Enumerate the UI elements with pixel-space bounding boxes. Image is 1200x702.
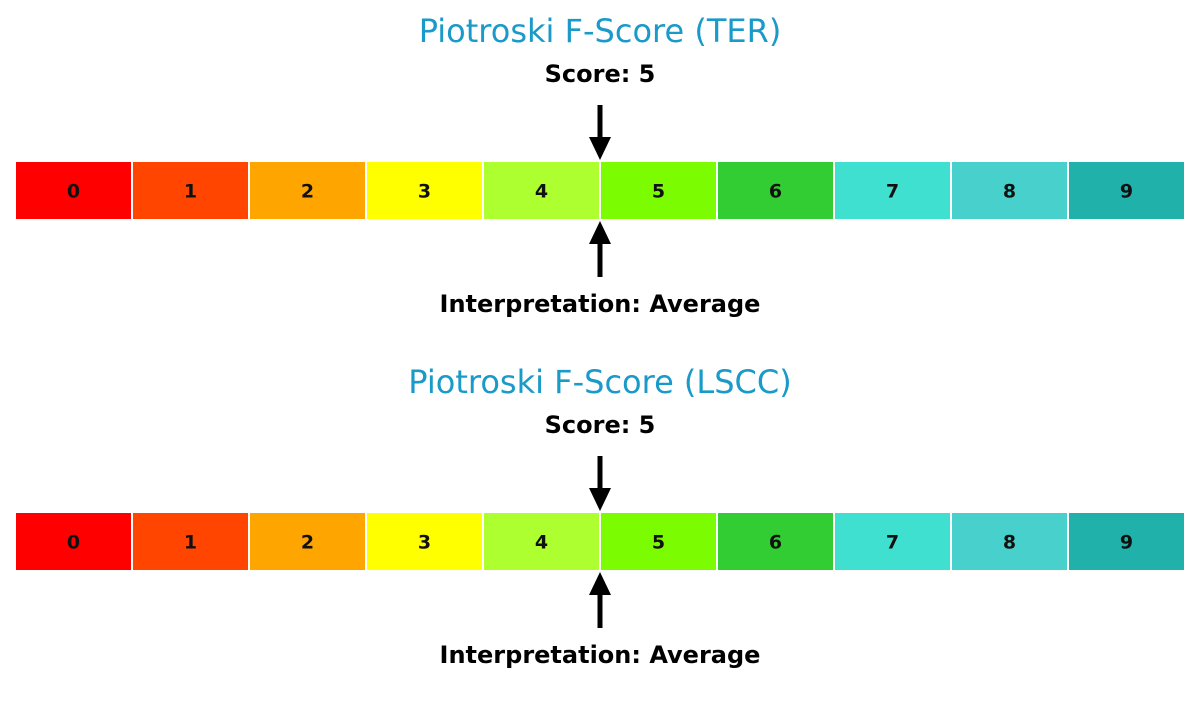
score-cell-0 [14, 511, 133, 572]
score-cell-7 [833, 160, 952, 221]
score-arrow-up-head [589, 572, 611, 595]
score-cell-2 [248, 160, 367, 221]
score-cell-1 [131, 511, 250, 572]
score-cell-7 [833, 511, 952, 572]
score-arrow-down-head [589, 137, 611, 160]
interpretation-label: Interpretation: Average [440, 641, 761, 669]
score-panel-lscc: Piotroski F-Score (LSCC) Score: 5 0 1 2 3 4 5… [14, 363, 1186, 669]
score-cell-9 [1067, 511, 1186, 572]
score-cell-5 [599, 160, 718, 221]
score-cell-8 [950, 511, 1069, 572]
score-arrow-down-head [589, 488, 611, 511]
score-cell-label: 3 [418, 181, 431, 203]
score-cell-8 [950, 160, 1069, 221]
score-arrows [589, 105, 611, 277]
score-label: Score: 5 [545, 411, 656, 439]
score-label: Score: 5 [545, 60, 656, 88]
score-cell-label: 0 [67, 181, 80, 203]
score-arrows [589, 456, 611, 628]
score-cell-label: 1 [184, 181, 197, 203]
score-cell-label: 6 [769, 181, 782, 203]
score-cell-label: 9 [1120, 532, 1133, 554]
score-cell-label: 1 [184, 532, 197, 554]
panel-title: Piotroski F-Score (TER) [419, 12, 782, 50]
score-scale: 0 1 2 3 4 5 6 7 8 9 [14, 160, 1186, 221]
score-cell-label: 5 [652, 181, 665, 203]
score-cell-label: 2 [301, 181, 314, 203]
score-cell-3 [365, 511, 484, 572]
score-cell-1 [131, 160, 250, 221]
panel-title: Piotroski F-Score (LSCC) [408, 363, 791, 401]
score-cell-label: 2 [301, 532, 314, 554]
score-cell-0 [14, 160, 133, 221]
score-cell-label: 4 [535, 532, 548, 554]
score-cell-label: 5 [652, 532, 665, 554]
score-cell-2 [248, 511, 367, 572]
score-panel-ter: Piotroski F-Score (TER) Score: 5 0 1 2 3 4 5 6… [14, 12, 1186, 318]
score-cell-label: 9 [1120, 181, 1133, 203]
score-cell-label: 0 [67, 532, 80, 554]
score-cell-label: 8 [1003, 532, 1016, 554]
score-cell-label: 6 [769, 532, 782, 554]
score-cell-4 [482, 160, 601, 221]
score-cell-6 [716, 160, 835, 221]
score-cell-9 [1067, 160, 1186, 221]
score-cell-label: 7 [886, 181, 899, 203]
score-arrow-up-head [589, 221, 611, 244]
score-cell-label: 4 [535, 181, 548, 203]
score-cell-label: 8 [1003, 181, 1016, 203]
interpretation-label: Interpretation: Average [440, 290, 761, 318]
score-scale: 0 1 2 3 4 5 6 7 8 9 [14, 511, 1186, 572]
score-cell-label: 7 [886, 532, 899, 554]
score-cell-label: 3 [418, 532, 431, 554]
